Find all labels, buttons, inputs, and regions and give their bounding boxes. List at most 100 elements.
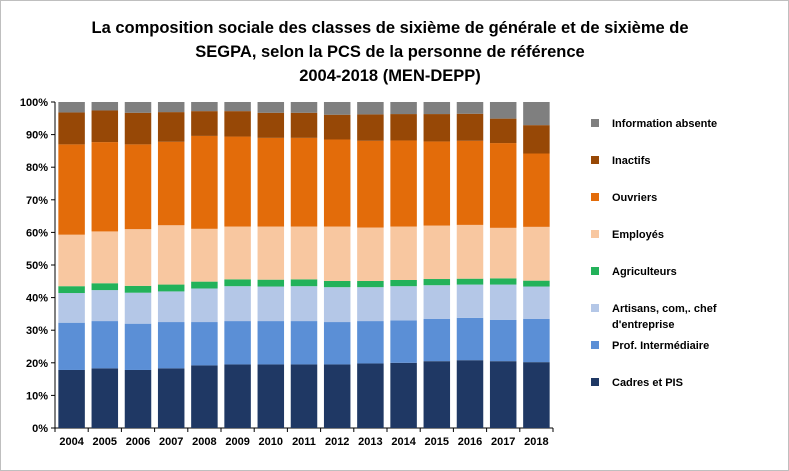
legend-swatch (591, 341, 599, 349)
bar-segment (157, 368, 185, 428)
bar-segment (323, 139, 351, 227)
bar-segment (124, 323, 152, 370)
bar-segment (257, 286, 285, 322)
x-tick-label: 2006 (126, 436, 150, 448)
bar-segment (124, 369, 152, 428)
bar-segment (523, 280, 550, 287)
x-tick-label: 2018 (524, 436, 548, 448)
bar-segment (456, 102, 484, 114)
bar-segment (124, 144, 152, 230)
bar-segment (91, 368, 119, 428)
bar-segment (257, 226, 285, 280)
bar-segment (191, 228, 218, 282)
bar-segment (124, 229, 152, 286)
bar-segment (357, 363, 384, 428)
bar-segment (257, 279, 285, 287)
y-tick-label: 20% (26, 358, 48, 370)
bar-segment (124, 112, 152, 145)
bar-segment (423, 279, 451, 286)
bar-segment (456, 113, 484, 141)
y-tick-label: 50% (26, 260, 48, 272)
bar-segment (456, 140, 484, 225)
legend-label: d'entreprise (612, 319, 675, 331)
bar-segment (290, 279, 318, 287)
bar-segment (456, 360, 484, 428)
bar-segment (390, 102, 417, 115)
legend-label: Information absente (612, 118, 717, 130)
bar-segment (523, 102, 550, 126)
bar-segment (124, 292, 152, 324)
bar-segment (390, 226, 417, 280)
bar-segment (257, 137, 285, 227)
bar-segment (224, 286, 251, 322)
bar-segment (257, 102, 285, 113)
bar-segment (523, 286, 550, 319)
legend-swatch (591, 267, 599, 275)
bar-segment (423, 318, 451, 362)
bar-segment (456, 317, 484, 361)
bar-segment (58, 369, 85, 428)
y-tick-label: 0% (32, 423, 48, 435)
bar-segment (91, 321, 119, 369)
bar-segment (323, 280, 351, 288)
x-tick-label: 2008 (192, 436, 216, 448)
bar-segment (58, 286, 85, 294)
bar-segment (357, 114, 384, 141)
legend-swatch (591, 156, 599, 164)
bar-segment (456, 278, 484, 285)
bar-segment (523, 318, 550, 363)
bar-segment (290, 364, 318, 428)
bar-segment (489, 227, 517, 279)
bar-segment (191, 102, 218, 112)
bar-segment (257, 364, 285, 428)
bar-segment (191, 288, 218, 323)
bar-segment (191, 322, 218, 366)
legend-swatch (591, 378, 599, 386)
bar-segment (91, 110, 119, 143)
y-tick-label: 60% (26, 227, 48, 239)
bar-segment (489, 278, 517, 285)
bar-segment (390, 286, 417, 321)
bar-segment (58, 112, 85, 145)
bar-segment (523, 226, 550, 281)
bar-segment (157, 102, 185, 113)
bar-segment (323, 114, 351, 140)
bar-segment (323, 226, 351, 281)
bar-segment (423, 114, 451, 142)
bar-segment (423, 225, 451, 280)
bar-segment (489, 284, 517, 320)
x-tick-label: 2011 (292, 436, 316, 448)
bar-segment (124, 102, 152, 113)
bar-segment (489, 319, 517, 362)
bar-segment (58, 234, 85, 287)
legend-swatch (591, 230, 599, 238)
bar-segment (357, 227, 384, 281)
chart-title-line-3: 2004-2018 (MEN-DEPP) (299, 67, 481, 85)
bar-segment (456, 224, 484, 279)
bar-segment (489, 143, 517, 228)
bar-segment (224, 136, 251, 227)
bar-segment (157, 291, 185, 323)
legend-label: Inactifs (612, 155, 651, 167)
legend-label: Ouvriers (612, 192, 657, 204)
bar-segment (58, 102, 85, 113)
bar-segment (157, 112, 185, 142)
bar-segment (423, 361, 451, 428)
bar-segment (91, 102, 119, 111)
bar-segment (323, 364, 351, 428)
bar-segment (423, 102, 451, 115)
bar-segment (489, 118, 517, 144)
bar-segment (323, 322, 351, 365)
x-tick-label: 2012 (325, 436, 349, 448)
legend-label: Employés (612, 229, 664, 241)
bar-segment (157, 141, 185, 226)
legend-swatch (591, 304, 599, 312)
bar-segment (523, 362, 550, 428)
x-tick-label: 2010 (259, 436, 283, 448)
bar-segment (91, 290, 119, 322)
chart-title-line-1: La composition sociale des classes de si… (91, 19, 689, 37)
bar-segment (357, 102, 384, 115)
y-tick-label: 40% (26, 293, 48, 305)
bar-segment (257, 112, 285, 138)
